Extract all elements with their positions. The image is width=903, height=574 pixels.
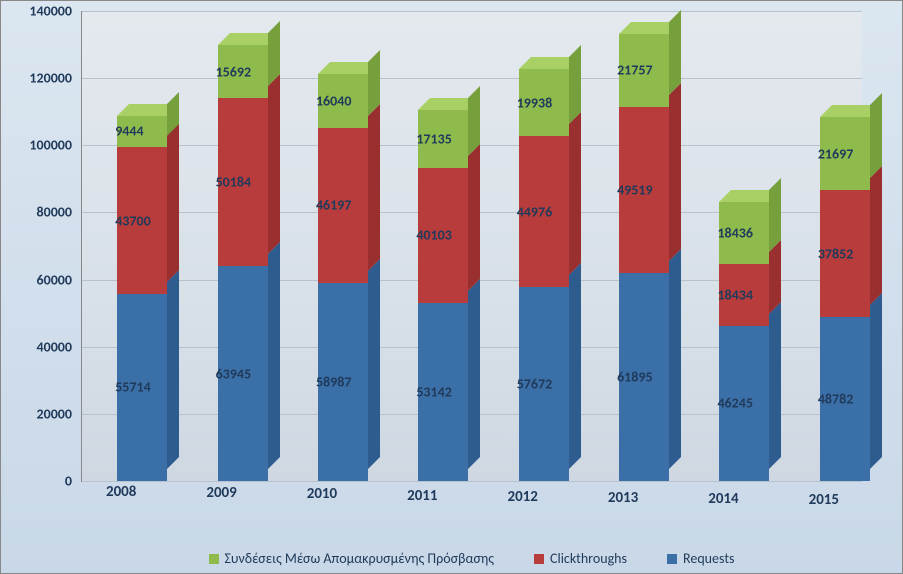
- bar-side: [569, 112, 581, 275]
- bar-segment-remote: 21697: [820, 117, 870, 190]
- bar-front: [619, 107, 669, 273]
- y-tick-label: 40000: [37, 338, 72, 355]
- bar-front: [820, 117, 870, 190]
- bar-segment-remote: 9444: [117, 116, 167, 148]
- bar-front: [820, 317, 870, 481]
- bar-front: [619, 273, 669, 481]
- legend-swatch: [534, 554, 544, 564]
- legend-label: Clickthroughs: [550, 550, 627, 567]
- bar-side: [468, 144, 480, 291]
- bar-side: [669, 83, 681, 261]
- bar-segment-requests: 58987: [318, 283, 368, 481]
- bar-front: [318, 128, 368, 283]
- bar-segment-requests: 61895: [619, 273, 669, 481]
- legend-item-remote: Συνδέσεις Μέσω Απομακρυσμένης Πρόσβασης: [209, 550, 495, 567]
- bar-segment-clickthroughs: 46197: [318, 128, 368, 283]
- bar-front: [719, 264, 769, 326]
- x-tick-label: 2012: [488, 488, 558, 506]
- bar-front: [218, 45, 268, 98]
- bars-layer: 5571443700944463945501841569258987461971…: [82, 11, 862, 481]
- legend: Συνδέσεις Μέσω Απομακρυσμένης Πρόσβασης C…: [61, 550, 882, 567]
- bar-front: [519, 69, 569, 136]
- bar-segment-requests: 46245: [719, 326, 769, 481]
- bar-front: [519, 287, 569, 481]
- bar-side: [870, 166, 882, 305]
- legend-item-clickthroughs: Clickthroughs: [534, 550, 627, 567]
- gridline: [82, 481, 862, 482]
- bar-segment-clickthroughs: 37852: [820, 190, 870, 317]
- bar-segment-requests: 53142: [418, 303, 468, 481]
- bar-segment-requests: 57672: [519, 287, 569, 481]
- x-tick-label: 2010: [287, 485, 357, 503]
- y-tick-label: 120000: [29, 70, 72, 87]
- bar-segment-clickthroughs: 50184: [218, 98, 268, 266]
- bar-front: [117, 116, 167, 148]
- bar-segment-clickthroughs: 43700: [117, 147, 167, 294]
- bar-segment-remote: 17135: [418, 110, 468, 168]
- bar-segment-requests: 48782: [820, 317, 870, 481]
- legend-label: Συνδέσεις Μέσω Απομακρυσμένης Πρόσβασης: [225, 550, 495, 567]
- bar-segment-remote: 21757: [619, 34, 669, 107]
- bar-segment-remote: 18436: [719, 202, 769, 264]
- bar-front: [619, 34, 669, 107]
- y-axis-labels: 020000400006000080000100000120000140000: [22, 11, 77, 481]
- bar-side: [669, 10, 681, 95]
- bar-side: [468, 279, 480, 469]
- bar-front: [117, 147, 167, 294]
- legend-label: Requests: [683, 550, 734, 567]
- bar-side: [167, 270, 179, 469]
- y-tick-label: 80000: [37, 204, 72, 221]
- legend-swatch: [209, 554, 219, 564]
- y-tick-label: 60000: [37, 271, 72, 288]
- x-tick-label: 2013: [588, 489, 658, 507]
- bar-side: [569, 45, 581, 124]
- bar-side: [870, 93, 882, 178]
- bar-front: [820, 190, 870, 317]
- bar-side: [769, 240, 781, 314]
- bar-side: [167, 123, 179, 282]
- bar-front: [418, 303, 468, 481]
- bar-front: [418, 168, 468, 303]
- bar-front: [719, 202, 769, 264]
- plot-area: 020000400006000080000100000120000140000 …: [81, 11, 862, 482]
- bar-front: [519, 136, 569, 287]
- bar-segment-requests: 55714: [117, 294, 167, 481]
- bar-side: [769, 302, 781, 469]
- x-axis-labels: 2008 2009 2010 2011 2012 2013 2014 2015: [61, 483, 882, 508]
- bar-front: [318, 283, 368, 481]
- bar-side: [669, 249, 681, 469]
- bar-segment-remote: 15692: [218, 45, 268, 98]
- bar-segment-remote: 19938: [519, 69, 569, 136]
- bar-side: [368, 259, 380, 469]
- bar-side: [268, 242, 280, 469]
- bar-segment-clickthroughs: 40103: [418, 168, 468, 303]
- bar-front: [418, 110, 468, 168]
- bar-segment-clickthroughs: 49519: [619, 107, 669, 273]
- bar-segment-clickthroughs: 44976: [519, 136, 569, 287]
- bar-side: [569, 263, 581, 469]
- bar-side: [368, 104, 380, 271]
- bar-front: [218, 98, 268, 266]
- y-tick-label: 100000: [29, 137, 72, 154]
- bar-side: [769, 178, 781, 252]
- legend-swatch: [667, 554, 677, 564]
- bar-front: [218, 266, 268, 481]
- x-tick-label: 2009: [187, 484, 257, 502]
- bar-segment-clickthroughs: 18434: [719, 264, 769, 326]
- x-tick-label: 2014: [688, 490, 758, 508]
- bar-segment-remote: 16040: [318, 74, 368, 128]
- bar-side: [870, 293, 882, 469]
- legend-item-requests: Requests: [667, 550, 734, 567]
- x-tick-label: 2015: [789, 491, 859, 509]
- y-tick-label: 20000: [37, 405, 72, 422]
- bar-front: [318, 74, 368, 128]
- bar-side: [268, 74, 280, 254]
- bar-front: [719, 326, 769, 481]
- chart-container: 020000400006000080000100000120000140000 …: [0, 0, 903, 574]
- bar-front: [117, 294, 167, 481]
- bar-segment-requests: 63945: [218, 266, 268, 481]
- x-tick-label: 2008: [86, 483, 156, 501]
- x-tick-label: 2011: [387, 487, 457, 505]
- y-tick-label: 140000: [29, 3, 72, 20]
